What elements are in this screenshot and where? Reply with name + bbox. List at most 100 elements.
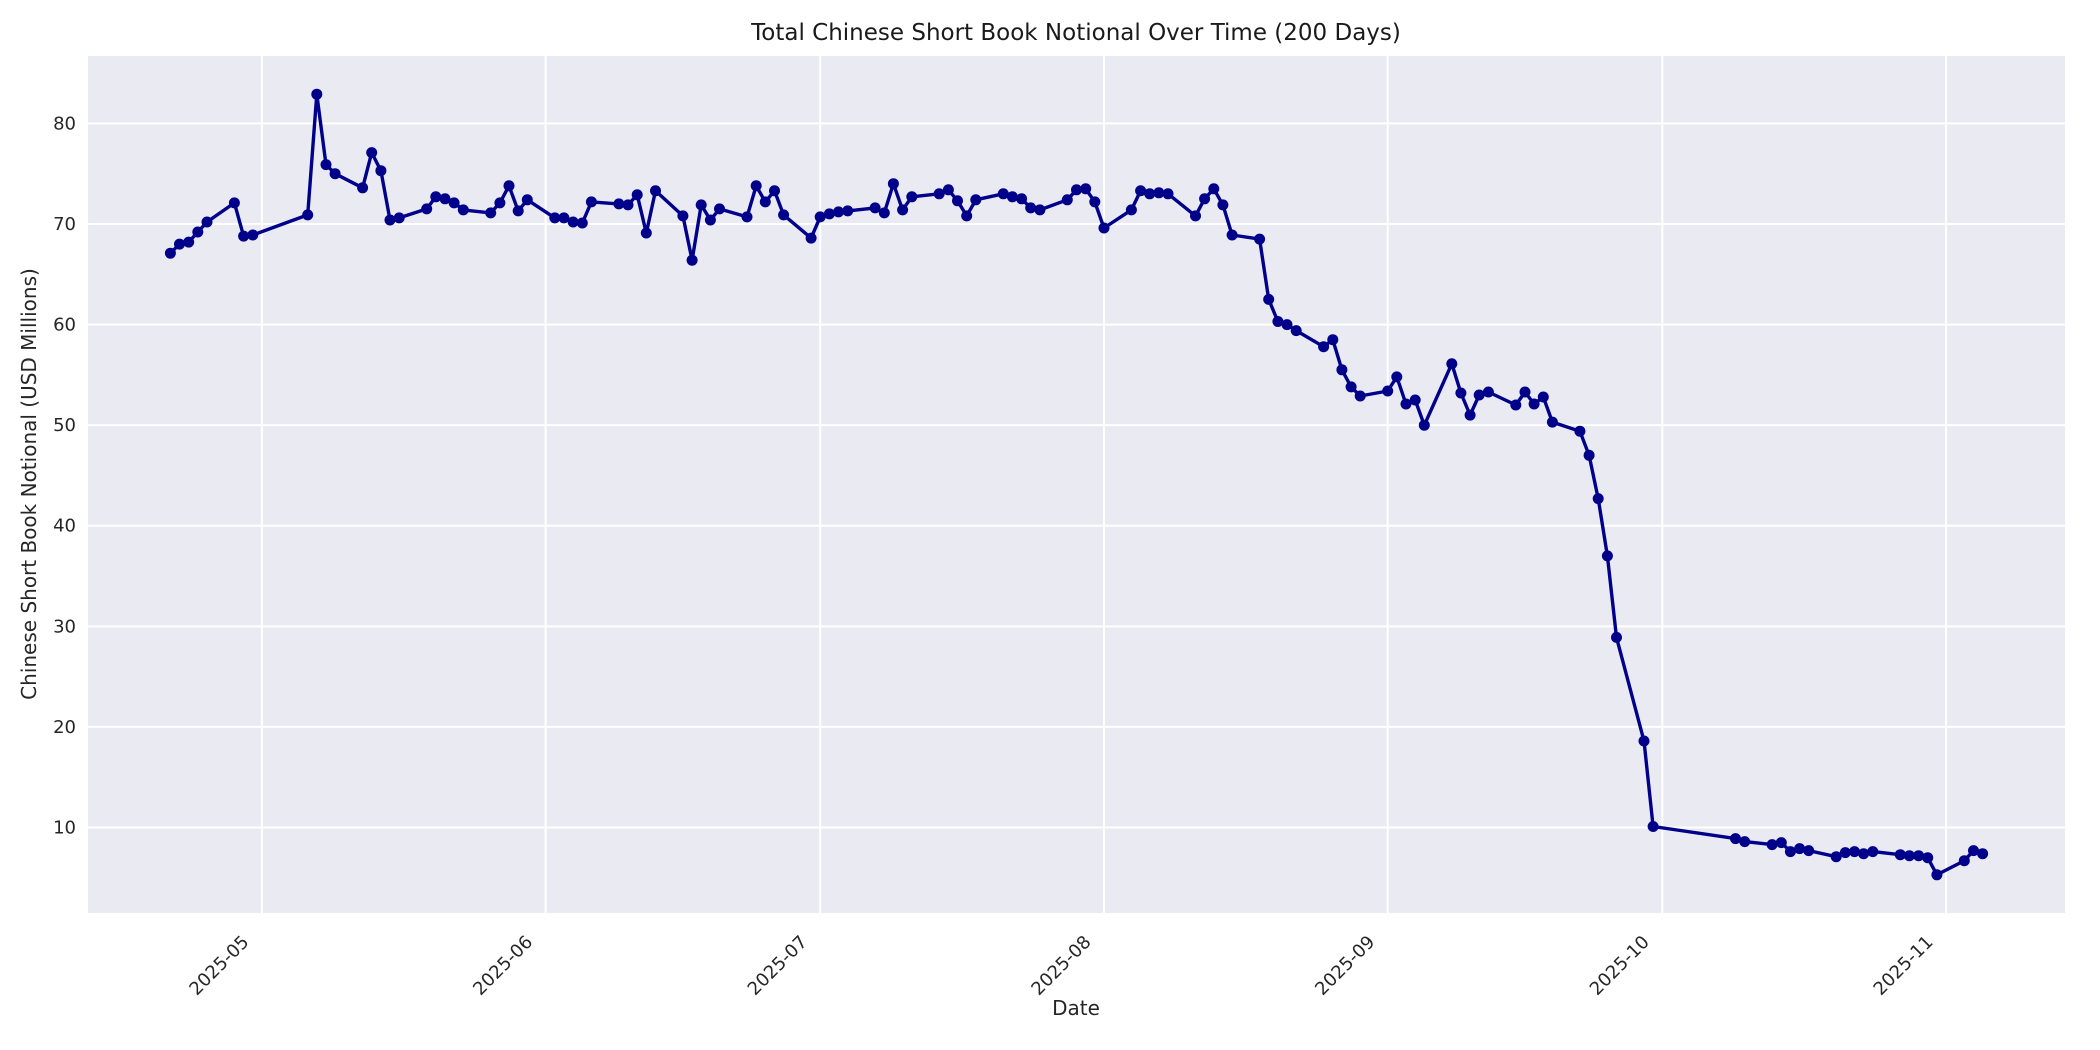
data-point bbox=[503, 180, 515, 192]
data-point bbox=[1290, 325, 1302, 337]
data-point bbox=[961, 210, 973, 222]
data-point bbox=[1510, 399, 1522, 411]
data-point bbox=[714, 203, 725, 215]
data-point bbox=[1190, 210, 1201, 222]
data-point bbox=[695, 199, 707, 211]
data-point bbox=[1931, 869, 1943, 881]
data-point bbox=[311, 88, 323, 100]
data-point bbox=[1089, 196, 1101, 208]
data-point bbox=[585, 196, 597, 208]
data-point bbox=[375, 165, 387, 177]
data-point bbox=[521, 194, 533, 206]
data-point bbox=[485, 207, 497, 219]
data-point bbox=[952, 195, 963, 207]
data-point bbox=[1400, 398, 1412, 410]
x-tick-label: 2025-06 bbox=[469, 932, 537, 1000]
data-point bbox=[1830, 851, 1842, 863]
data-point bbox=[823, 208, 835, 220]
data-point bbox=[759, 196, 771, 208]
data-point bbox=[1327, 334, 1339, 346]
data-point bbox=[558, 212, 570, 224]
data-point bbox=[512, 205, 524, 217]
data-point bbox=[549, 212, 561, 224]
data-point bbox=[247, 229, 259, 241]
data-point bbox=[814, 211, 826, 223]
data-point bbox=[933, 188, 945, 200]
data-point bbox=[1272, 316, 1284, 327]
data-point bbox=[1153, 187, 1165, 199]
data-point bbox=[1418, 419, 1430, 431]
data-point bbox=[1254, 233, 1266, 245]
data-point bbox=[1519, 386, 1531, 398]
data-point bbox=[970, 194, 982, 206]
data-point bbox=[1601, 550, 1613, 562]
data-point bbox=[174, 238, 185, 250]
data-point bbox=[393, 212, 405, 224]
data-point bbox=[1803, 845, 1815, 857]
data-point bbox=[640, 227, 652, 239]
data-point bbox=[1098, 222, 1110, 234]
data-point bbox=[1849, 846, 1860, 858]
x-tick-label: 2025-10 bbox=[1586, 932, 1654, 1000]
data-point bbox=[1080, 183, 1092, 195]
data-point bbox=[778, 209, 790, 221]
data-point bbox=[997, 188, 1009, 200]
data-point bbox=[1409, 394, 1421, 406]
data-point bbox=[1739, 836, 1751, 848]
data-point bbox=[1473, 389, 1485, 401]
data-point bbox=[1208, 183, 1220, 195]
x-axis-ticks: 2025-05 2025-06 2025-07 2025-08 2025-09 2025-… bbox=[185, 932, 1937, 1000]
data-point bbox=[1537, 391, 1549, 403]
data-point bbox=[1135, 185, 1147, 197]
data-point bbox=[1391, 371, 1403, 383]
data-point bbox=[1592, 493, 1604, 505]
data-point bbox=[1867, 846, 1879, 858]
y-tick-label: 50 bbox=[53, 415, 76, 436]
data-point bbox=[329, 168, 341, 180]
data-point bbox=[320, 159, 332, 171]
data-point bbox=[1611, 631, 1622, 643]
data-point bbox=[1482, 386, 1494, 398]
data-point bbox=[1446, 358, 1458, 370]
data-point bbox=[887, 178, 899, 190]
data-point bbox=[1647, 821, 1659, 832]
data-point bbox=[1638, 735, 1650, 747]
data-point bbox=[384, 214, 396, 226]
data-point bbox=[1784, 846, 1796, 858]
data-point bbox=[805, 232, 817, 244]
data-point bbox=[1968, 845, 1979, 857]
data-point bbox=[842, 205, 854, 217]
y-tick-label: 20 bbox=[53, 717, 76, 738]
data-point bbox=[228, 197, 240, 209]
data-point bbox=[164, 247, 176, 259]
gridlines bbox=[88, 56, 2065, 913]
data-point bbox=[576, 217, 588, 229]
y-tick-label: 30 bbox=[53, 616, 76, 637]
data-point bbox=[1281, 319, 1293, 331]
x-tick-label: 2025-09 bbox=[1311, 932, 1379, 1000]
data-point bbox=[1345, 381, 1357, 393]
data-point bbox=[1034, 204, 1046, 216]
data-point bbox=[494, 197, 506, 209]
data-point bbox=[1528, 398, 1540, 410]
data-point bbox=[741, 211, 753, 223]
data-point bbox=[1226, 229, 1238, 241]
data-point bbox=[1455, 387, 1467, 399]
x-tick-label: 2025-11 bbox=[1870, 932, 1938, 1000]
data-point bbox=[704, 214, 716, 226]
data-point bbox=[897, 204, 909, 216]
data-point bbox=[1006, 191, 1018, 203]
data-point bbox=[448, 197, 460, 209]
data-point bbox=[1574, 425, 1586, 437]
data-point bbox=[750, 180, 762, 192]
data-point bbox=[1144, 188, 1156, 200]
y-tick-label: 70 bbox=[53, 214, 76, 235]
data-point bbox=[1858, 848, 1870, 860]
data-point bbox=[1977, 848, 1989, 860]
data-point bbox=[421, 203, 433, 215]
data-point bbox=[650, 185, 661, 197]
data-point bbox=[906, 191, 918, 203]
data-point bbox=[613, 198, 625, 210]
